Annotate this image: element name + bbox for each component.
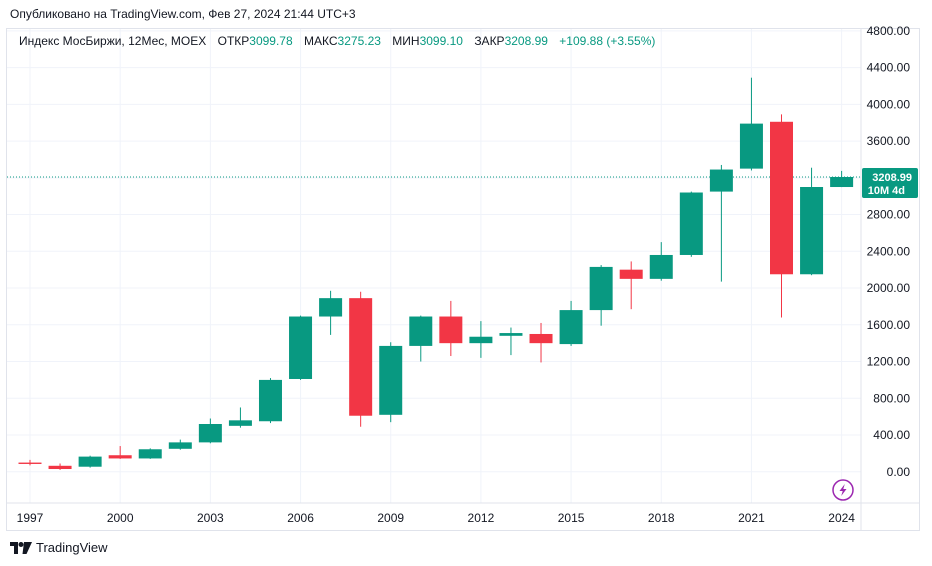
candle-2014[interactable]: [529, 322, 553, 363]
candle-body: [289, 316, 313, 379]
legend-low-label: МИН: [392, 34, 420, 48]
brand-name: TradingView: [36, 540, 108, 555]
candle-body: [709, 169, 733, 192]
bar-countdown: 10M 4d: [868, 185, 905, 197]
x-tick-label: 2003: [197, 511, 224, 525]
legend-close-value: 3208.99: [504, 34, 548, 48]
chart-legend: Индекс МосБиржи, 12Мес, MOEX ОТКР3099.78…: [19, 34, 655, 48]
candle-2004[interactable]: [228, 407, 252, 428]
candle-2006[interactable]: [289, 315, 313, 380]
candle-2001[interactable]: [138, 448, 162, 459]
candle-body: [18, 462, 42, 464]
x-tick-label: 2021: [738, 511, 765, 525]
candle-body: [319, 298, 343, 317]
candle-1999[interactable]: [78, 455, 102, 468]
y-tick-label: 3600.00: [867, 134, 911, 148]
candle-2022[interactable]: [770, 114, 793, 318]
candle-body: [198, 424, 222, 443]
x-tick-label: 2015: [558, 511, 585, 525]
candle-body: [559, 310, 583, 345]
candle-2021[interactable]: [739, 77, 763, 171]
candle-2023[interactable]: [800, 167, 824, 276]
candle-body: [78, 456, 102, 467]
candle-body: [679, 192, 703, 255]
chart-frame: [6, 28, 920, 531]
candle-body: [529, 333, 553, 344]
y-tick-label: 4800.00: [867, 24, 911, 38]
last-price-value: 3208.99: [872, 172, 912, 184]
legend-open-value: 3099.78: [249, 34, 293, 48]
candle-body: [228, 420, 252, 426]
candle-2019[interactable]: [679, 191, 703, 257]
candle-2009[interactable]: [379, 342, 403, 423]
candle-2008[interactable]: [349, 291, 373, 427]
x-tick-label: 1997: [17, 511, 44, 525]
candle-body: [589, 266, 613, 311]
y-tick-label: 400.00: [873, 428, 910, 442]
candle-2012[interactable]: [469, 321, 493, 358]
candle-body: [800, 187, 824, 275]
tradingview-brand[interactable]: TradingView: [10, 540, 108, 555]
candle-body: [48, 465, 72, 470]
lightning-icon[interactable]: [832, 479, 854, 501]
y-tick-label: 2800.00: [867, 208, 911, 222]
candle-body: [469, 336, 493, 344]
x-tick-label: 2006: [287, 511, 314, 525]
last-price-label[interactable]: 3208.99 10M 4d: [862, 167, 918, 198]
y-tick-label: 4000.00: [867, 97, 911, 111]
candle-body: [349, 298, 373, 416]
legend-close-label: ЗАКР: [474, 34, 505, 48]
x-tick-label: 2018: [648, 511, 675, 525]
candle-body: [379, 345, 403, 415]
legend-high-value: 3275.23: [337, 34, 381, 48]
legend-open-label: ОТКР: [217, 34, 250, 48]
candle-2002[interactable]: [168, 439, 192, 450]
candle-body: [258, 379, 282, 422]
candle-1998[interactable]: [48, 463, 72, 470]
y-tick-label: 2000.00: [867, 281, 911, 295]
candle-2007[interactable]: [319, 290, 343, 335]
candle-body: [108, 455, 132, 459]
candle-body: [830, 176, 854, 188]
y-tick-label: 2400.00: [867, 244, 911, 258]
legend-symbol: Индекс МосБиржи, 12Мес, MOEX: [19, 34, 207, 48]
candle-body: [619, 269, 643, 279]
x-tick-label: 2024: [828, 511, 855, 525]
candle-2013[interactable]: [499, 327, 523, 356]
candle-body: [168, 442, 192, 449]
x-tick-label: 2009: [377, 511, 404, 525]
candle-body: [739, 123, 763, 169]
candle-body: [770, 121, 793, 275]
y-tick-label: 1200.00: [867, 355, 911, 369]
tradingview-logo-icon: [10, 541, 32, 554]
candle-2005[interactable]: [258, 378, 282, 424]
candle-2015[interactable]: [559, 300, 583, 346]
y-tick-label: 800.00: [873, 391, 910, 405]
publish-note: Опубликовано на TradingView.com, Фев 27,…: [10, 7, 356, 21]
candle-2000[interactable]: [108, 446, 132, 459]
y-tick-label: 0.00: [887, 465, 911, 479]
candle-2024[interactable]: [830, 170, 854, 188]
candle-body: [409, 316, 433, 346]
x-tick-label: 2000: [107, 511, 134, 525]
candle-body: [499, 333, 523, 336]
x-tick-label: 2012: [468, 511, 495, 525]
legend-change: +109.88 (+3.55%): [559, 34, 656, 48]
legend-high-label: МАКС: [304, 34, 338, 48]
y-tick-label: 4400.00: [867, 61, 911, 75]
candle-2003[interactable]: [198, 418, 222, 444]
y-tick-label: 1600.00: [867, 318, 911, 332]
candle-2016[interactable]: [589, 265, 613, 326]
candle-body: [649, 254, 673, 279]
candle-2020[interactable]: [709, 164, 733, 282]
candle-2017[interactable]: [619, 261, 643, 310]
candle-body: [439, 316, 463, 344]
candle-2018[interactable]: [649, 242, 673, 281]
candle-body: [138, 449, 162, 459]
candle-2011[interactable]: [439, 300, 463, 357]
candle-2010[interactable]: [409, 315, 433, 362]
legend-low-value: 3099.10: [419, 34, 463, 48]
candle-1997[interactable]: [18, 459, 42, 466]
